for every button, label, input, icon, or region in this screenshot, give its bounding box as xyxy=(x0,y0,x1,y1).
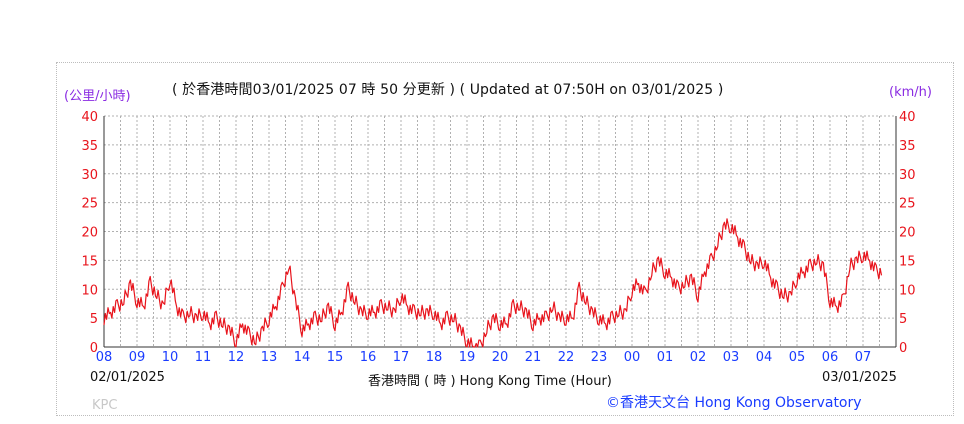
x-tick-label: 10 xyxy=(162,350,179,365)
y-tick-label-right: 0 xyxy=(899,341,907,356)
y-tick-label-left: 10 xyxy=(81,283,98,298)
x-tick-label: 07 xyxy=(855,350,872,365)
y-tick-labels: 0 0 5 5 10 10 15 15 20 20 25 25 30 30 35 35 40 40 xyxy=(81,110,915,356)
y-tick-label-left: 0 xyxy=(90,341,98,356)
x-tick-label: 00 xyxy=(624,350,641,365)
x-tick-label: 16 xyxy=(360,350,377,365)
x-tick-label: 18 xyxy=(426,350,443,365)
y-axis-unit-right: (km/h) xyxy=(889,85,932,100)
y-tick-label-right: 35 xyxy=(899,139,916,154)
y-axis-unit-left: (公里/小時) xyxy=(64,89,131,104)
y-tick-label-right: 25 xyxy=(899,197,916,212)
x-tick-label: 09 xyxy=(129,350,146,365)
y-tick-label-left: 30 xyxy=(81,168,98,183)
y-tick-label-right: 5 xyxy=(899,312,907,327)
x-tick-label: 19 xyxy=(459,350,476,365)
grid xyxy=(104,115,896,347)
x-tick-label: 21 xyxy=(525,350,542,365)
end-date: 03/01/2025 xyxy=(822,370,897,385)
x-tick-label: 23 xyxy=(591,350,608,365)
x-tick-label: 13 xyxy=(261,350,278,365)
chart-frame xyxy=(56,62,954,416)
x-tick-label: 02 xyxy=(690,350,707,365)
wind-speed-series-line xyxy=(103,218,883,348)
y-tick-label-left: 40 xyxy=(81,110,98,125)
y-tick-label-right: 20 xyxy=(899,226,916,241)
series-layer xyxy=(103,218,883,348)
update-timestamp: ( 於香港時間03/01/2025 07 時 50 分更新 ) ( Update… xyxy=(172,82,724,98)
copyright-link[interactable]: ©香港天文台 Hong Kong Observatory xyxy=(606,395,862,411)
x-tick-label: 06 xyxy=(822,350,839,365)
station-code: KPC xyxy=(92,398,118,413)
y-tick-label-left: 25 xyxy=(81,197,98,212)
x-tick-label: 03 xyxy=(723,350,740,365)
x-tick-label: 05 xyxy=(789,350,806,365)
x-tick-label: 17 xyxy=(393,350,410,365)
y-tick-label-right: 15 xyxy=(899,254,916,269)
x-tick-label: 01 xyxy=(657,350,674,365)
y-tick-label-right: 30 xyxy=(899,168,916,183)
x-tick-label: 22 xyxy=(558,350,575,365)
y-tick-label-left: 35 xyxy=(81,139,98,154)
x-tick-label: 15 xyxy=(327,350,344,365)
y-tick-label-left: 20 xyxy=(81,226,98,241)
y-tick-label-left: 5 xyxy=(90,312,98,327)
x-tick-label: 08 xyxy=(96,350,113,365)
y-tick-label-left: 15 xyxy=(81,254,98,269)
x-tick-label: 11 xyxy=(195,350,212,365)
y-tick-label-right: 40 xyxy=(899,110,916,125)
x-axis-title: 香港時間 ( 時 ) Hong Kong Time (Hour) xyxy=(368,374,612,389)
x-tick-label: 12 xyxy=(228,350,245,365)
x-tick-label: 04 xyxy=(756,350,773,365)
start-date: 02/01/2025 xyxy=(90,370,165,385)
x-tick-label: 14 xyxy=(294,350,311,365)
y-tick-label-right: 10 xyxy=(899,283,916,298)
x-tick-label: 20 xyxy=(492,350,509,365)
x-tick-labels: 08 09 10 11 12 13 14 15 16 17 18 19 20 21 22 23 00 01 02 03… xyxy=(96,350,872,365)
